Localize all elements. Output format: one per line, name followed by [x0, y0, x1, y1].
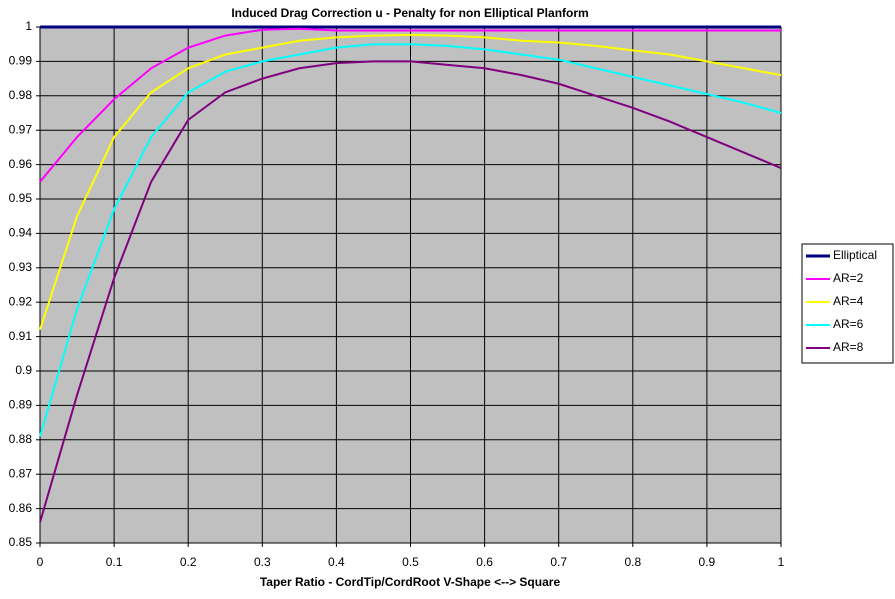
- series-line: [39, 60, 782, 523]
- y-tick-label: 0.92: [9, 294, 33, 308]
- x-tick-label: 0.3: [254, 555, 271, 569]
- y-tick-label: 0.87: [9, 466, 33, 480]
- y-tick-label: 0.89: [9, 398, 33, 412]
- legend-label: AR=2: [833, 271, 864, 285]
- series-line: [39, 33, 782, 331]
- x-tick-label: 0.5: [402, 555, 419, 569]
- legend-box: [801, 243, 894, 364]
- x-tick-label: 1: [778, 555, 785, 569]
- y-tick-label: 0.91: [9, 329, 33, 343]
- series-line: [39, 27, 781, 183]
- legend-label: AR=6: [833, 317, 864, 331]
- legend-label: AR=4: [833, 294, 864, 308]
- legend-label: AR=8: [833, 340, 864, 354]
- y-tick-label: 0.94: [9, 226, 33, 240]
- x-tick-label: 0.1: [106, 555, 123, 569]
- y-tick-label: 0.95: [9, 191, 33, 205]
- y-tick-label: 0.96: [9, 157, 33, 171]
- y-tick-label: 1: [25, 19, 32, 33]
- x-tick-label: 0.9: [699, 555, 716, 569]
- y-tick-label: 0.88: [9, 432, 33, 446]
- x-tick-label: 0.4: [328, 555, 345, 569]
- chart-title: Induced Drag Correction u - Penalty for …: [231, 6, 588, 20]
- legend-label: Elliptical: [833, 248, 877, 262]
- y-tick-label: 0.86: [9, 501, 33, 515]
- y-tick-label: 0.85: [9, 535, 33, 549]
- y-tick-label: 0.98: [9, 88, 33, 102]
- x-tick-label: 0.2: [180, 555, 197, 569]
- x-tick-label: 0.8: [624, 555, 641, 569]
- y-tick-label: 0.93: [9, 260, 33, 274]
- y-tick-label: 0.9: [15, 363, 32, 377]
- x-tick-label: 0.6: [476, 555, 493, 569]
- x-tick-label: 0: [37, 555, 44, 569]
- series-line: [39, 43, 782, 437]
- x-tick-label: 0.7: [550, 555, 567, 569]
- y-tick-label: 0.97: [9, 122, 33, 136]
- x-axis-label: Taper Ratio - CordTip/CordRoot V-Shape <…: [260, 575, 561, 589]
- y-tick-label: 0.99: [9, 54, 33, 68]
